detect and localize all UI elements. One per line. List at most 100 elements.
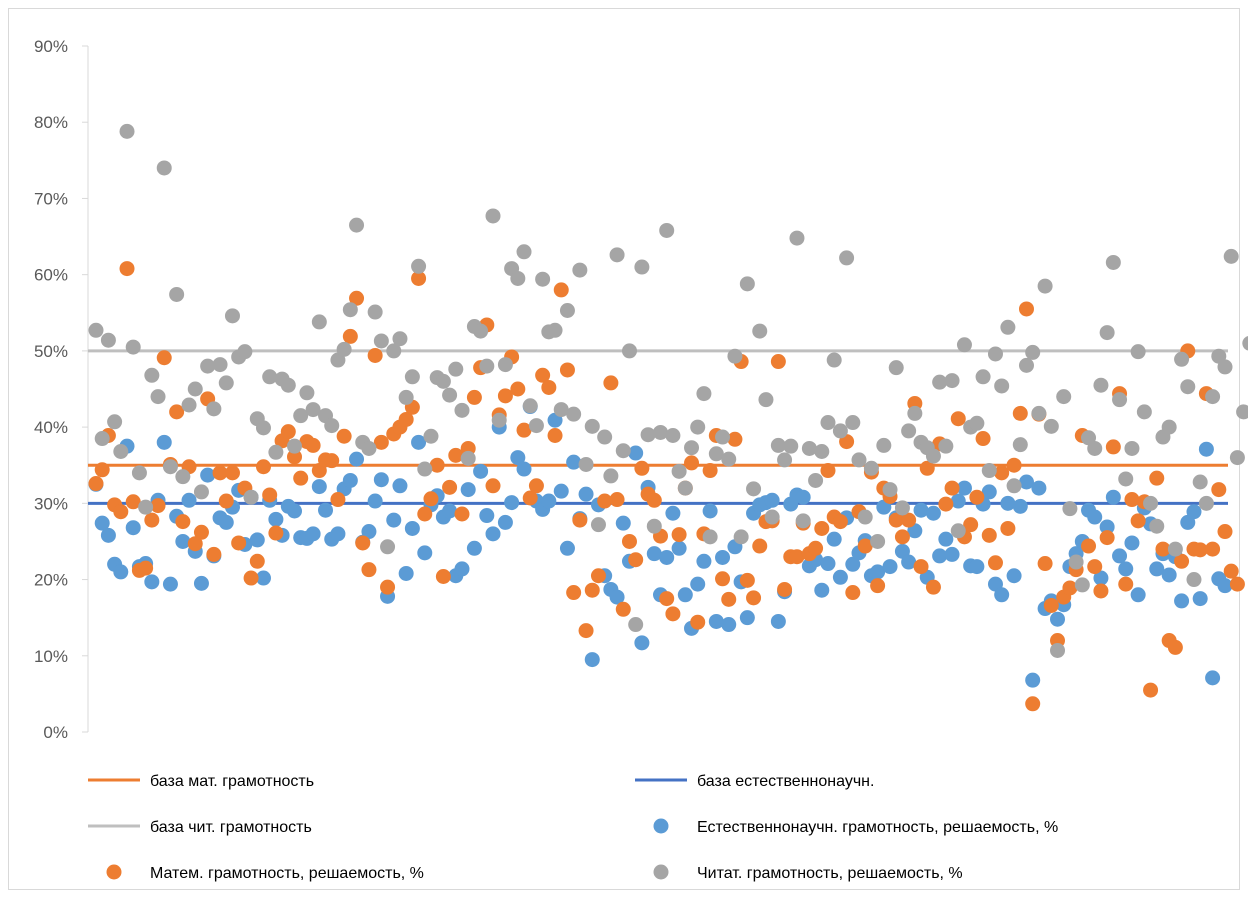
data-point — [1000, 520, 1016, 536]
data-point — [609, 247, 625, 263]
data-point — [553, 402, 569, 418]
data-point — [1062, 501, 1078, 517]
data-point — [615, 443, 631, 459]
data-point — [783, 438, 799, 454]
legend-label: Читат. грамотность, решаемость, % — [697, 865, 963, 882]
data-point — [671, 540, 687, 556]
data-point — [1130, 587, 1146, 603]
data-point — [572, 262, 588, 278]
data-point — [609, 589, 625, 605]
legend-item: база естественнонаучн. — [635, 773, 874, 790]
data-point — [715, 571, 731, 587]
data-point — [752, 323, 768, 339]
data-point — [380, 579, 396, 595]
data-point — [1000, 319, 1016, 335]
data-point — [224, 465, 240, 481]
data-point — [814, 444, 830, 460]
y-tick-label: 10% — [34, 647, 68, 666]
data-point — [566, 585, 582, 601]
data-point — [181, 397, 197, 413]
data-point — [268, 511, 284, 527]
data-point — [1161, 567, 1177, 583]
data-point — [677, 587, 693, 603]
data-point — [280, 377, 296, 393]
data-point — [609, 492, 625, 508]
data-point — [671, 527, 687, 543]
data-point — [814, 520, 830, 536]
data-point — [777, 581, 793, 597]
data-point — [553, 483, 569, 499]
data-point — [808, 540, 824, 556]
data-point — [473, 323, 489, 339]
data-point — [975, 431, 991, 447]
data-point — [287, 438, 303, 454]
data-point — [1174, 351, 1190, 367]
data-point — [435, 569, 451, 585]
data-point — [528, 418, 544, 434]
data-point — [162, 459, 178, 475]
data-point — [590, 517, 606, 533]
legend-label: база чит. грамотность — [150, 819, 312, 836]
data-point — [206, 546, 222, 562]
data-point — [1050, 611, 1066, 627]
data-point — [1211, 482, 1227, 498]
data-point — [386, 512, 402, 528]
data-point — [932, 374, 948, 390]
data-point — [950, 523, 966, 539]
data-point — [336, 428, 352, 444]
data-point — [634, 259, 650, 275]
data-point — [1006, 457, 1022, 473]
data-point — [417, 506, 433, 522]
data-point — [255, 459, 271, 475]
data-point — [863, 460, 879, 476]
data-point — [777, 452, 793, 468]
data-point — [1012, 437, 1028, 453]
data-point — [795, 513, 811, 529]
data-point — [677, 480, 693, 496]
data-point — [671, 463, 687, 479]
data-point — [1167, 639, 1183, 655]
data-point — [1130, 513, 1146, 529]
data-point — [994, 465, 1010, 481]
data-point — [1205, 541, 1221, 557]
data-point — [739, 276, 755, 292]
data-point — [1043, 418, 1059, 434]
data-point — [156, 434, 172, 450]
axis-layer: 0% 10% 20% 30% 40% 50% 60% 70% 80% 90% — [34, 37, 89, 742]
data-point — [950, 411, 966, 427]
data-point — [832, 423, 848, 439]
data-point — [404, 369, 420, 385]
data-point — [125, 339, 141, 355]
data-point — [1149, 470, 1165, 486]
data-point — [429, 457, 445, 473]
data-point — [944, 546, 960, 562]
data-point — [1093, 570, 1109, 586]
data-point — [1143, 682, 1159, 698]
data-point — [665, 505, 681, 521]
data-point — [88, 476, 104, 492]
data-point — [454, 561, 470, 577]
data-point — [144, 367, 160, 383]
data-point — [417, 461, 433, 477]
data-point — [113, 444, 129, 460]
series-1-points — [88, 261, 1245, 712]
data-point — [504, 495, 520, 511]
y-tick-label: 70% — [34, 189, 68, 208]
data-point — [1205, 389, 1221, 405]
data-point — [516, 422, 532, 438]
data-point — [932, 548, 948, 564]
data-point — [969, 489, 985, 505]
data-point — [367, 304, 383, 320]
y-tick-label: 90% — [34, 37, 68, 56]
data-point — [497, 514, 513, 530]
data-point — [466, 540, 482, 556]
data-point — [355, 535, 371, 551]
data-point — [287, 449, 303, 465]
data-point — [969, 415, 985, 431]
data-point — [603, 468, 619, 484]
data-point — [119, 123, 135, 139]
data-point — [522, 490, 538, 506]
data-point — [950, 493, 966, 509]
data-point — [1124, 535, 1140, 551]
data-point — [913, 559, 929, 575]
